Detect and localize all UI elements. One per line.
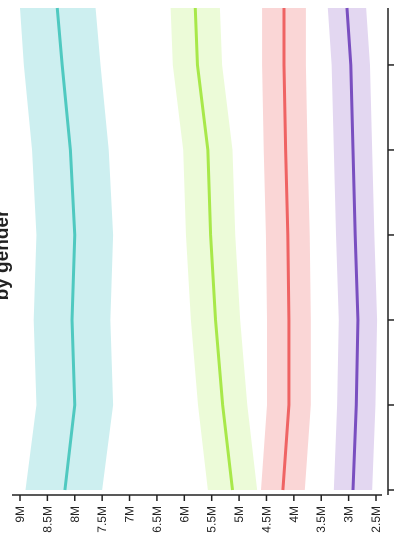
- line: [55, 7, 77, 491]
- tick-label: 7.5M: [95, 506, 109, 533]
- chart-title: by gender: [0, 209, 13, 300]
- tick-label: 4.5M: [259, 506, 273, 533]
- tick-label: 5M: [232, 506, 246, 523]
- tick-label: 8M: [68, 506, 82, 523]
- confidence-band: [260, 8, 311, 490]
- tick-label: 6M: [177, 506, 191, 523]
- confidence-band: [20, 8, 114, 490]
- tick-label: 7M: [123, 506, 137, 523]
- line: [193, 7, 234, 491]
- tick-label: 3M: [342, 506, 356, 523]
- tick-label: 4M: [287, 506, 301, 523]
- confidence-band: [170, 8, 258, 490]
- confidence-band: [327, 8, 378, 490]
- tick-label: 5.5M: [205, 506, 219, 533]
- tick-label: 8.5M: [40, 506, 54, 533]
- line: [345, 7, 360, 491]
- tick-label: 2.5M: [369, 506, 383, 533]
- tick-label: 9M: [13, 506, 27, 523]
- line: [281, 8, 291, 491]
- tick-label: 6.5M: [150, 506, 164, 533]
- tick-label: 3.5M: [314, 506, 328, 533]
